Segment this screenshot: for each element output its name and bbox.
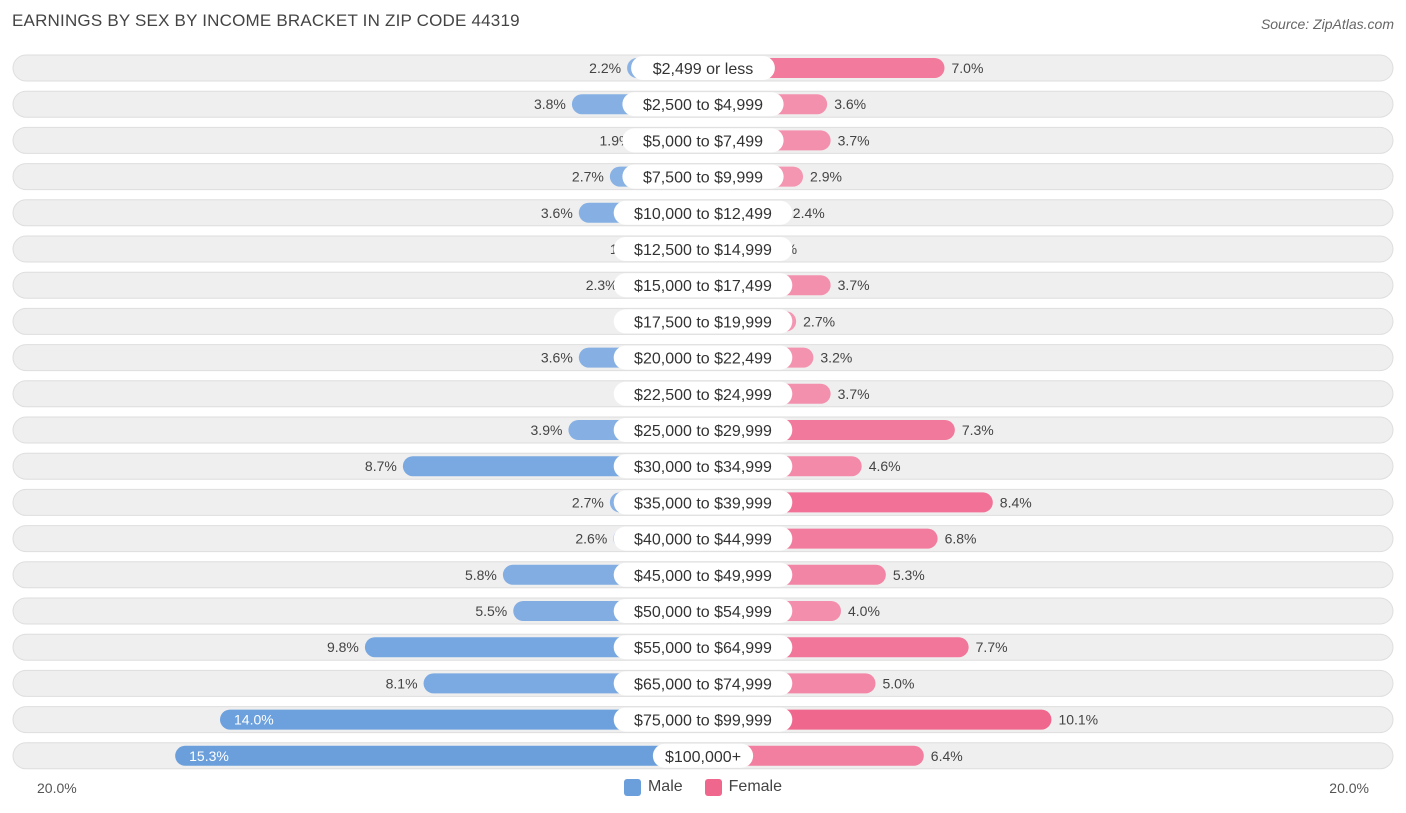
category-label: $100,000+ bbox=[665, 749, 741, 766]
category-label: $5,000 to $7,499 bbox=[643, 133, 763, 150]
category-label: $55,000 to $64,999 bbox=[634, 640, 772, 657]
legend-label-male: Male bbox=[647, 778, 683, 795]
legend: Male Female bbox=[0, 778, 1406, 796]
male-bar bbox=[175, 745, 713, 766]
category-label: $65,000 to $74,999 bbox=[634, 676, 772, 693]
male-value-label: 5.5% bbox=[475, 603, 507, 619]
female-value-label: 3.7% bbox=[838, 277, 870, 293]
category-label: $25,000 to $29,999 bbox=[634, 423, 772, 440]
female-value-label: 3.2% bbox=[820, 350, 852, 366]
female-value-label: 4.0% bbox=[848, 603, 880, 619]
male-value-label: 2.7% bbox=[572, 169, 604, 185]
category-label: $45,000 to $49,999 bbox=[634, 568, 772, 585]
category-label: $35,000 to $39,999 bbox=[634, 495, 772, 512]
category-pill bbox=[613, 309, 793, 334]
category-label: $7,500 to $9,999 bbox=[643, 170, 763, 187]
female-value-label: 5.0% bbox=[883, 675, 915, 691]
category-pill bbox=[631, 56, 775, 80]
category-label: $22,500 to $24,999 bbox=[634, 387, 772, 404]
category-pill bbox=[613, 526, 793, 551]
axis-left-label: 20.0% bbox=[37, 780, 77, 796]
female-value-label: 3.7% bbox=[838, 132, 870, 148]
category-pill bbox=[613, 200, 793, 225]
category-pill bbox=[622, 92, 784, 117]
category-pill bbox=[622, 128, 784, 153]
female-value-label: 2.4% bbox=[793, 205, 825, 221]
male-value-label: 3.8% bbox=[534, 96, 566, 112]
axis-right-label: 20.0% bbox=[1329, 780, 1369, 796]
category-label: $10,000 to $12,499 bbox=[634, 206, 772, 223]
male-value-label: 8.1% bbox=[386, 675, 418, 691]
female-value-label: 6.8% bbox=[945, 531, 977, 547]
female-value-label: 5.3% bbox=[893, 567, 925, 583]
male-value-label: 2.6% bbox=[575, 531, 607, 547]
male-value-label: 2.3% bbox=[586, 277, 618, 293]
category-pill bbox=[652, 743, 754, 768]
female-value-label: 7.0% bbox=[952, 60, 984, 76]
female-value-label: 6.4% bbox=[931, 748, 963, 764]
male-value-label: 9.8% bbox=[327, 639, 359, 655]
category-label: $2,500 to $4,999 bbox=[643, 97, 763, 114]
male-value-label: 14.0% bbox=[234, 712, 274, 728]
category-label: $40,000 to $44,999 bbox=[634, 532, 772, 549]
category-pill bbox=[613, 454, 793, 479]
category-pill bbox=[613, 273, 793, 298]
female-value-label: 3.6% bbox=[834, 96, 866, 112]
category-label: $17,500 to $19,999 bbox=[634, 314, 772, 331]
chart-title: EARNINGS BY SEX BY INCOME BRACKET IN ZIP… bbox=[12, 11, 520, 30]
category-pill bbox=[613, 237, 793, 261]
category-label: $30,000 to $34,999 bbox=[634, 459, 772, 476]
category-pill bbox=[613, 671, 793, 696]
male-value-label: 3.9% bbox=[531, 422, 563, 438]
category-label: $75,000 to $99,999 bbox=[634, 713, 772, 730]
legend-swatch-female bbox=[704, 778, 722, 796]
legend-swatch-male bbox=[623, 778, 641, 796]
category-pill bbox=[613, 562, 793, 587]
category-label: $15,000 to $17,499 bbox=[634, 278, 772, 295]
male-value-label: 3.6% bbox=[541, 350, 573, 366]
female-value-label: 3.7% bbox=[838, 386, 870, 402]
male-value-label: 15.3% bbox=[189, 748, 229, 764]
male-value-label: 2.2% bbox=[589, 60, 621, 76]
legend-item-female[interactable]: Female bbox=[704, 778, 783, 796]
female-value-label: 4.6% bbox=[869, 458, 901, 474]
category-pill bbox=[613, 418, 793, 442]
female-value-label: 8.4% bbox=[1000, 494, 1032, 510]
category-label: $50,000 to $54,999 bbox=[634, 604, 772, 621]
category-pill bbox=[613, 635, 793, 660]
female-value-label: 7.3% bbox=[962, 422, 994, 438]
male-value-label: 2.7% bbox=[572, 494, 604, 510]
male-value-label: 5.8% bbox=[465, 567, 497, 583]
category-pill bbox=[613, 599, 793, 623]
female-value-label: 2.9% bbox=[810, 169, 842, 185]
category-pill bbox=[622, 164, 784, 189]
female-value-label: 2.7% bbox=[803, 313, 835, 329]
female-value-label: 10.1% bbox=[1058, 712, 1098, 728]
category-pill bbox=[613, 381, 793, 406]
male-value-label: 8.7% bbox=[365, 458, 397, 474]
category-label: $20,000 to $22,499 bbox=[634, 351, 772, 368]
category-pill bbox=[613, 345, 793, 370]
female-value-label: 7.7% bbox=[976, 639, 1008, 655]
category-pill bbox=[613, 490, 793, 515]
male-bar bbox=[220, 709, 713, 730]
category-pill bbox=[613, 707, 793, 732]
category-label: $2,499 or less bbox=[653, 61, 754, 78]
category-label: $12,500 to $14,999 bbox=[634, 242, 772, 259]
male-value-label: 3.6% bbox=[541, 205, 573, 221]
legend-item-male[interactable]: Male bbox=[623, 778, 683, 796]
legend-label-female: Female bbox=[728, 778, 783, 795]
source-label: Source: ZipAtlas.com bbox=[1260, 16, 1394, 32]
